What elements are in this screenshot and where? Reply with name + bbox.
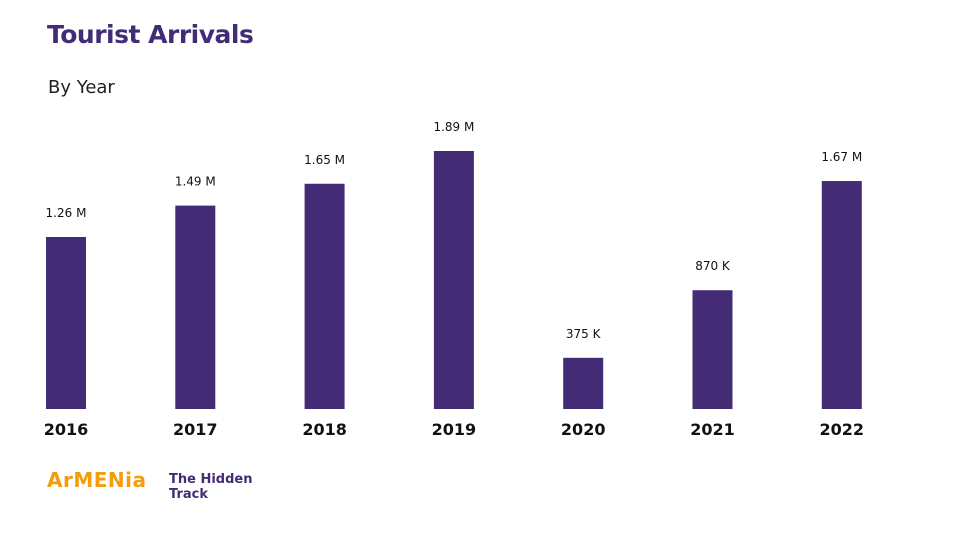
chart-subtitle: By Year [48, 77, 115, 98]
x-tick-label: 2018 [302, 420, 347, 439]
data-label: 1.49 M [175, 175, 216, 189]
data-label: 1.67 M [821, 150, 862, 164]
data-label: 375 K [566, 327, 602, 341]
x-tick-label: 2019 [432, 420, 477, 439]
logo-tagline: The Hidden Track [169, 472, 269, 502]
bar-2019 [433, 151, 474, 409]
bar-2018 [304, 183, 345, 409]
data-label: 1.26 M [46, 206, 87, 220]
logo-main-text: ArMENia [47, 468, 147, 492]
x-tick-label: 2016 [44, 420, 89, 439]
data-label: 1.89 M [433, 120, 474, 134]
chart-title: Tourist Arrivals [47, 20, 254, 49]
bar-2016 [46, 237, 86, 409]
bar-2017 [175, 205, 216, 409]
x-tick-label: 2020 [561, 420, 606, 439]
bar-2020 [563, 357, 604, 409]
data-label: 870 K [695, 259, 731, 273]
data-label: 1.65 M [304, 153, 345, 167]
logo-tagline-line1: The Hidden [169, 472, 253, 487]
bar-2022 [821, 181, 862, 409]
x-tick-label: 2021 [690, 420, 735, 439]
logo-tagline-line2: Track [169, 487, 208, 502]
x-tick-label: 2017 [173, 420, 218, 439]
x-tick-label: 2022 [820, 420, 865, 439]
bar-2021 [692, 290, 733, 409]
